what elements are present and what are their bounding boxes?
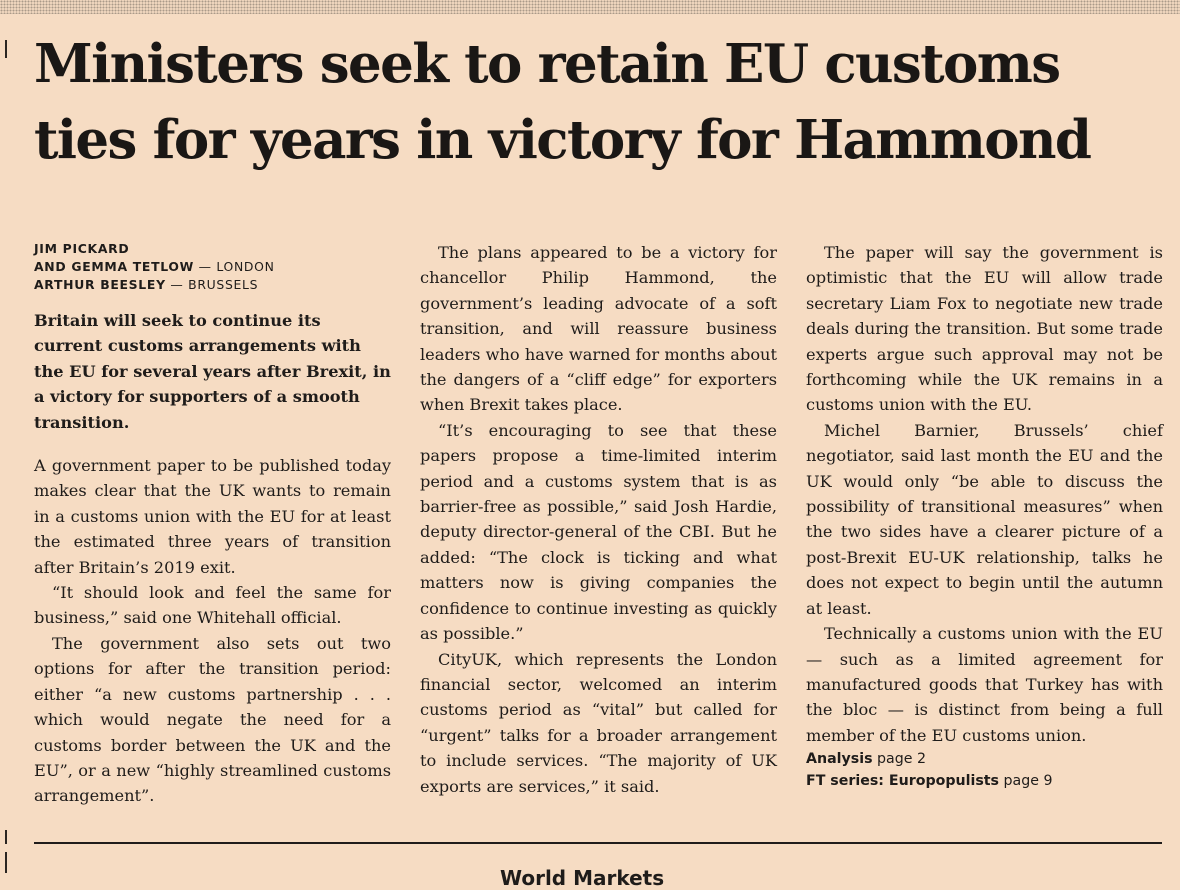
body-paragraph: CityUK, which represents the London fina…: [420, 649, 777, 796]
left-column-rule: [5, 40, 7, 58]
byline-author: AND GEMMA TETLOW: [34, 259, 194, 274]
body-paragraph: “It should look and feel the same for bu…: [34, 583, 391, 628]
byline: JIM PICKARD AND GEMMA TETLOW — LONDON AR…: [34, 240, 391, 294]
top-dot-strip: [0, 0, 1180, 14]
body-paragraph: The government also sets out two options…: [34, 633, 391, 806]
related-references: Analysis page 2 FT series: Europopulists…: [806, 748, 1163, 792]
body-paragraph: The paper will say the government is opt…: [806, 243, 1163, 415]
left-column-rule: [5, 830, 7, 844]
article-column-1: JIM PICKARD AND GEMMA TETLOW — LONDON AR…: [34, 240, 391, 809]
body-paragraph: “It’s encouraging to see that these pape…: [420, 420, 777, 644]
headline: Ministers seek to retain EU customs ties…: [34, 33, 1092, 171]
body-paragraph: Technically a customs union with the EU …: [806, 624, 1163, 745]
analysis-reference[interactable]: Analysis page 2: [806, 751, 927, 768]
body-paragraph: A government paper to be published today…: [34, 456, 391, 577]
byline-location: — LONDON: [193, 259, 275, 274]
body-paragraph: Michel Barnier, Brussels’ chief negotiat…: [806, 420, 1163, 618]
byline-author: JIM PICKARD: [34, 241, 130, 256]
section-divider: [34, 842, 1162, 844]
article-column-3: The paper will say the government is opt…: [806, 240, 1163, 792]
body-paragraph: The plans appeared to be a victory for c…: [420, 243, 777, 415]
next-section-heading: World Markets: [500, 866, 665, 890]
standfirst: Britain will seek to continue its curren…: [34, 311, 391, 432]
series-reference[interactable]: FT series: Europopulists page 9: [806, 773, 1053, 790]
article-column-2: The plans appeared to be a victory for c…: [420, 240, 777, 799]
byline-author: ARTHUR BEESLEY: [34, 277, 166, 292]
left-column-rule: [5, 852, 7, 873]
byline-location: — BRUSSELS: [165, 277, 259, 292]
